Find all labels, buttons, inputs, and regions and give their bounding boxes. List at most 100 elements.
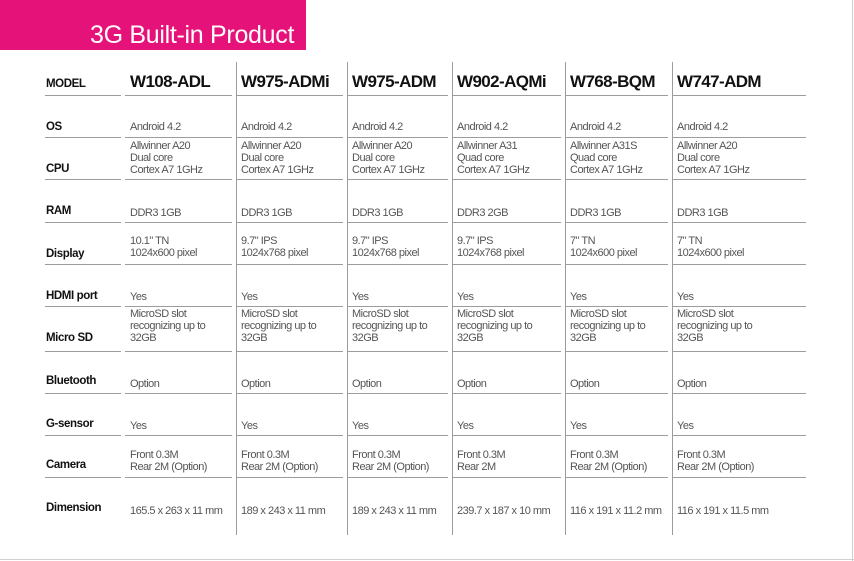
- dimension-value: 239.7 x 187 x 10 mm: [457, 505, 551, 517]
- g-sensor-value: Yes: [130, 420, 147, 432]
- ram-value: DDR3 2GB: [457, 207, 509, 219]
- micro-sd-value: MicroSD slot recognizing up to 32GB: [570, 308, 646, 344]
- camera-value: Front 0.3M Rear 2M: [457, 449, 506, 473]
- cpu-value: Allwinner A20 Dual core Cortex A7 1GHz: [130, 140, 203, 176]
- cpu-line: Allwinner A20: [241, 140, 302, 152]
- row-divider: [347, 95, 448, 96]
- cpu-value: Allwinner A31 Quad core Cortex A7 1GHz: [457, 140, 530, 176]
- cpu-line: Cortex A7 1GHz: [570, 164, 643, 176]
- bluetooth-value: Option: [570, 378, 600, 390]
- camera-line: Front 0.3M: [241, 449, 290, 461]
- row-divider: [236, 137, 343, 138]
- display-line: 10.1" TN: [130, 235, 169, 247]
- row-divider: [672, 351, 806, 352]
- row-label-cpu: CPU: [46, 163, 70, 175]
- camera-line: Rear 2M (Option): [241, 461, 318, 473]
- row-divider: [672, 435, 806, 436]
- display-line: 1024x600 pixel: [677, 247, 745, 259]
- cpu-line: Cortex A7 1GHz: [457, 164, 530, 176]
- micro-sd-value: MicroSD slot recognizing up to 32GB: [352, 308, 428, 344]
- camera-value: Front 0.3M Rear 2M (Option): [677, 449, 754, 473]
- column-divider: [565, 62, 566, 535]
- row-divider: [565, 435, 668, 436]
- hdmi-port-value: Yes: [570, 291, 587, 303]
- row-divider: [236, 95, 343, 96]
- row-divider: [45, 435, 121, 436]
- column-divider: [236, 62, 237, 535]
- row-divider: [236, 393, 343, 394]
- hdmi-port-value: Yes: [457, 291, 474, 303]
- cpu-line: Allwinner A20: [352, 140, 413, 152]
- os-value: Android 4.2: [457, 121, 508, 133]
- row-label-os: OS: [46, 121, 62, 133]
- row-divider: [347, 393, 448, 394]
- row-divider: [236, 351, 343, 352]
- row-divider: [672, 264, 806, 265]
- display-value: 7" TN 1024x600 pixel: [677, 235, 745, 259]
- camera-line: Rear 2M (Option): [130, 461, 207, 473]
- cpu-value: Allwinner A20 Dual core Cortex A7 1GHz: [241, 140, 314, 176]
- row-divider: [125, 179, 232, 180]
- micro-sd-value: MicroSD slot recognizing up to 32GB: [130, 308, 206, 344]
- camera-line: Rear 2M (Option): [570, 461, 647, 473]
- g-sensor-value: Yes: [570, 420, 587, 432]
- row-divider: [347, 477, 448, 478]
- hdmi-port-value: Yes: [677, 291, 694, 303]
- os-value: Android 4.2: [352, 121, 403, 133]
- row-divider: [45, 264, 121, 265]
- camera-value: Front 0.3M Rear 2M (Option): [241, 449, 318, 473]
- display-value: 10.1" TN 1024x600 pixel: [130, 235, 198, 259]
- model-name: W108-ADL: [130, 72, 211, 91]
- ram-value: DDR3 1GB: [241, 207, 293, 219]
- hdmi-port-value: Yes: [130, 291, 147, 303]
- micro-sd-line: recognizing up to: [570, 320, 646, 332]
- micro-sd-line: 32GB: [570, 332, 597, 344]
- cpu-line: Allwinner A20: [130, 140, 191, 152]
- cpu-line: Cortex A7 1GHz: [677, 164, 750, 176]
- micro-sd-value: MicroSD slot recognizing up to 32GB: [241, 308, 317, 344]
- row-divider: [565, 179, 668, 180]
- row-label-camera: Camera: [46, 459, 86, 471]
- ram-value: DDR3 1GB: [130, 207, 182, 219]
- row-divider: [45, 222, 121, 223]
- page-border-right: [852, 0, 853, 561]
- micro-sd-line: 32GB: [241, 332, 268, 344]
- row-divider: [452, 477, 561, 478]
- display-line: 1024x768 pixel: [352, 247, 420, 259]
- micro-sd-line: recognizing up to: [241, 320, 317, 332]
- column-divider: [347, 62, 348, 535]
- row-divider: [452, 393, 561, 394]
- micro-sd-line: 32GB: [677, 332, 704, 344]
- row-label-bluetooth: Bluetooth: [46, 375, 97, 387]
- row-divider: [565, 477, 668, 478]
- display-value: 9.7" IPS 1024x768 pixel: [457, 235, 525, 259]
- bluetooth-value: Option: [130, 378, 160, 390]
- display-line: 1024x600 pixel: [130, 247, 198, 259]
- cpu-line: Cortex A7 1GHz: [130, 164, 203, 176]
- micro-sd-line: recognizing up to: [352, 320, 428, 332]
- row-divider: [672, 179, 806, 180]
- cpu-line: Cortex A7 1GHz: [352, 164, 425, 176]
- row-divider: [347, 222, 448, 223]
- micro-sd-line: MicroSD slot: [352, 308, 409, 320]
- row-divider: [452, 222, 561, 223]
- display-line: 1024x768 pixel: [457, 247, 525, 259]
- row-divider: [452, 137, 561, 138]
- micro-sd-line: 32GB: [130, 332, 157, 344]
- ram-value: DDR3 1GB: [677, 207, 729, 219]
- micro-sd-line: MicroSD slot: [677, 308, 734, 320]
- row-divider: [125, 222, 232, 223]
- row-divider: [672, 222, 806, 223]
- display-line: 1024x600 pixel: [570, 247, 638, 259]
- camera-line: Front 0.3M: [677, 449, 726, 461]
- page-title: 3G Built-in Product: [90, 21, 295, 49]
- micro-sd-value: MicroSD slot recognizing up to 32GB: [677, 308, 753, 344]
- dimension-value: 116 x 191 x 11.5 mm: [677, 505, 769, 517]
- row-label-g-sensor: G-sensor: [46, 418, 94, 430]
- row-divider: [672, 306, 806, 307]
- micro-sd-line: recognizing up to: [457, 320, 533, 332]
- row-divider: [236, 306, 343, 307]
- g-sensor-value: Yes: [457, 420, 474, 432]
- camera-value: Front 0.3M Rear 2M (Option): [130, 449, 207, 473]
- row-divider: [672, 95, 806, 96]
